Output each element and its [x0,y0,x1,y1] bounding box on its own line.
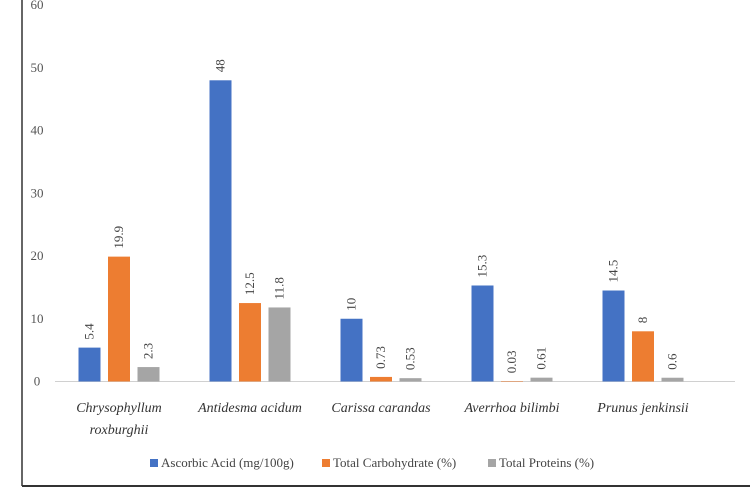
legend-label: Total Proteins (%) [499,455,594,470]
bar [137,367,160,382]
bar [78,347,101,382]
y-tick-label: 60 [31,0,44,12]
y-tick-label: 0 [34,374,41,389]
data-label: 0.73 [373,346,388,369]
category-label: Prunus jenkinsii [596,401,688,416]
y-tick-label: 20 [31,248,44,263]
data-label: 11.8 [272,277,287,299]
category-label: roxburghii [90,423,149,438]
bar [239,303,261,382]
data-label: 2.3 [141,343,156,359]
bar [340,318,363,382]
data-label: 19.9 [111,226,126,249]
bar [471,285,494,382]
data-label: 10 [344,298,359,311]
data-label: 12.5 [242,272,257,295]
data-label: 5.4 [82,323,97,340]
y-tick-label: 50 [31,60,44,75]
legend-swatch [150,459,158,467]
legend-label: Total Carbohydrate (%) [333,455,456,470]
bar [209,80,232,382]
category-label: Chrysophyllum [76,401,162,416]
bar [632,331,654,382]
legend-swatch [488,459,496,467]
bar [108,256,130,382]
bar [268,307,291,382]
y-tick-label: 40 [31,123,44,138]
data-label: 8 [635,317,650,324]
bar [399,378,422,382]
data-label: 0.61 [534,347,549,370]
data-label: 0.03 [504,351,519,374]
legend-item: Total Carbohydrate (%) [322,455,456,470]
y-tick-label: 10 [31,311,44,326]
bar [661,377,684,382]
bar [501,381,523,382]
legend-label: Ascorbic Acid (mg/100g) [161,455,294,470]
bar [602,290,625,382]
category-label: Carissa carandas [331,401,431,416]
data-label: 14.5 [606,260,621,283]
bar [370,376,392,382]
data-label: 0.6 [665,353,680,370]
category-label: Antidesma acidum [197,401,302,416]
data-label: 15.3 [475,255,490,278]
legend-item: Ascorbic Acid (mg/100g) [150,455,294,470]
data-label: 0.53 [403,347,418,370]
legend-swatch [322,459,330,467]
y-tick-label: 30 [31,185,44,200]
category-label: Averrhoa bilimbi [463,401,559,416]
bar [530,377,553,382]
legend-item: Total Proteins (%) [488,455,594,470]
data-label: 48 [213,59,228,72]
